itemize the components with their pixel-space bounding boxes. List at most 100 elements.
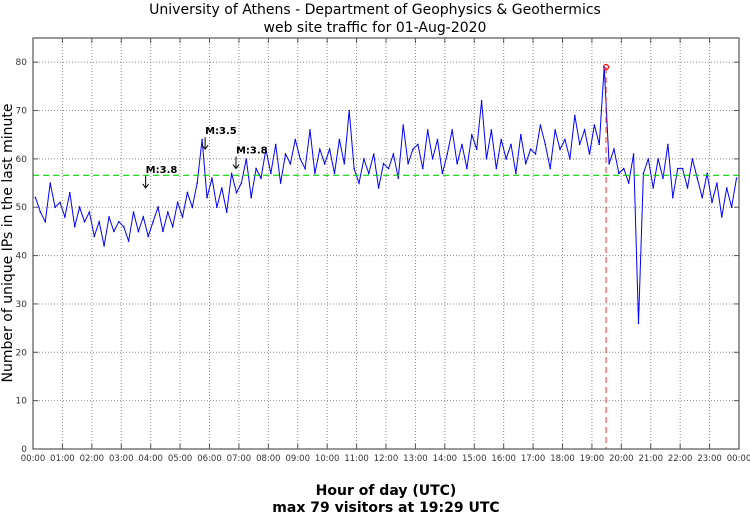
data-point	[34, 196, 37, 199]
data-point	[274, 143, 277, 146]
data-point	[157, 206, 159, 209]
data-point	[333, 172, 336, 175]
data-point	[691, 158, 694, 160]
data-point	[657, 158, 659, 160]
data-point	[608, 162, 610, 165]
data-point	[113, 230, 115, 233]
data-point	[485, 158, 488, 160]
data-point	[412, 148, 414, 151]
arrow-head-icon	[201, 144, 209, 151]
data-point	[520, 133, 522, 136]
data-point	[73, 225, 76, 228]
data-point	[309, 129, 311, 131]
data-point	[510, 143, 512, 146]
data-point	[338, 138, 341, 141]
earthquake-annotation: M:3.5	[205, 126, 237, 137]
data-point	[500, 138, 503, 141]
earthquake-annotation: M:3.8	[146, 165, 178, 176]
data-point	[716, 182, 718, 184]
arrow-head-icon	[142, 183, 150, 189]
data-point	[613, 148, 615, 151]
data-point	[323, 162, 326, 165]
data-point	[235, 191, 238, 194]
data-point	[353, 167, 355, 170]
data-point	[122, 225, 125, 228]
data-point	[461, 143, 463, 146]
data-point	[147, 235, 150, 238]
data-point	[377, 187, 380, 189]
x-axis-label: Hour of day (UTC)	[316, 483, 457, 499]
data-point	[618, 172, 620, 175]
data-point	[539, 124, 542, 126]
data-point	[466, 167, 468, 170]
data-point	[564, 138, 566, 141]
x-tick-label: 20:00	[609, 454, 634, 464]
data-point	[220, 187, 223, 189]
x-tick-label: 12:00	[374, 454, 399, 464]
data-point	[647, 158, 650, 160]
x-tick-label: 11:00	[344, 454, 369, 464]
data-point	[176, 201, 179, 204]
data-point	[480, 100, 483, 102]
data-point	[348, 109, 351, 112]
plot-frame	[32, 37, 740, 450]
data-point	[59, 201, 61, 204]
data-point	[490, 129, 493, 131]
data-point	[652, 187, 655, 189]
data-point	[505, 158, 507, 160]
y-tick-label: 10	[16, 397, 28, 407]
overlay-layer: M:3.8 M:3.5 M:3.8	[33, 63, 739, 449]
data-point	[730, 206, 733, 209]
data-point	[284, 153, 287, 155]
data-point	[417, 143, 419, 146]
data-point	[191, 206, 194, 209]
data-point	[319, 148, 321, 151]
data-point	[534, 153, 537, 155]
data-point	[265, 148, 267, 151]
data-point	[186, 191, 189, 194]
data-point	[667, 143, 669, 146]
data-point	[289, 162, 292, 165]
data-point	[64, 216, 66, 218]
data-point	[132, 211, 135, 213]
data-point	[681, 167, 684, 170]
data-point	[49, 182, 51, 184]
data-point	[735, 177, 738, 180]
data-point	[407, 162, 409, 165]
data-point	[559, 148, 561, 151]
data-point	[201, 138, 203, 141]
data-point	[68, 191, 71, 194]
data-point	[573, 114, 576, 117]
x-tick-label: 17:00	[521, 454, 546, 464]
data-point	[642, 172, 645, 175]
data-point	[39, 211, 42, 213]
x-tick-label: 15:00	[462, 454, 487, 464]
x-tick-label: 16:00	[491, 454, 516, 464]
data-point	[98, 220, 100, 223]
x-tick-label: 01:00	[50, 454, 75, 464]
data-point	[387, 167, 390, 170]
x-tick-label: 10:00	[315, 454, 340, 464]
x-tick-label: 09:00	[286, 454, 311, 464]
y-tick-label: 70	[16, 107, 28, 117]
x-tick-label: 00:00	[21, 454, 46, 464]
data-point	[108, 216, 110, 218]
max-marker-point	[602, 63, 610, 71]
y-tick-label: 60	[16, 155, 28, 165]
y-tick-label: 30	[16, 300, 28, 310]
data-point	[299, 158, 302, 160]
data-point	[397, 177, 400, 180]
data-point	[196, 182, 199, 184]
data-point	[382, 162, 385, 165]
data-point	[583, 129, 586, 131]
data-point	[475, 148, 478, 151]
y-tick-label: 80	[16, 58, 28, 68]
data-point	[269, 172, 272, 175]
data-point	[230, 172, 233, 175]
earthquake-annotation: M:3.8	[236, 146, 268, 157]
data-point	[470, 133, 473, 136]
y-tick-label: 0	[21, 445, 27, 455]
data-point	[554, 129, 556, 131]
data-point	[171, 225, 174, 228]
data-point	[549, 167, 552, 170]
